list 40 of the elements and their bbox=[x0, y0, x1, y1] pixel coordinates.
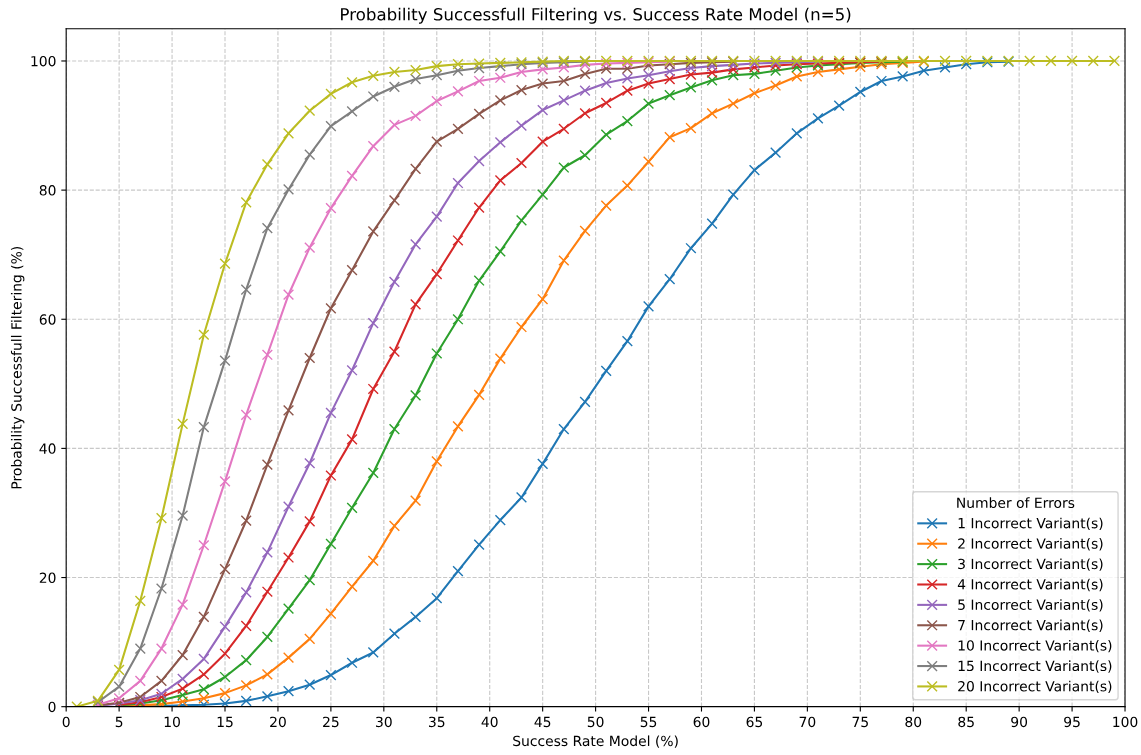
legend-label: 5 Incorrect Variant(s) bbox=[958, 599, 1103, 612]
y-axis-title: Probability Successfull Filtering (%) bbox=[10, 246, 25, 489]
x-tick-label: 40 bbox=[481, 716, 498, 728]
legend-label: 1 Incorrect Variant(s) bbox=[958, 517, 1103, 531]
legend-label: 20 Incorrect Variant(s) bbox=[958, 680, 1112, 694]
chart-title: Probability Successfull Filtering vs. Success Rate Model (n=5) bbox=[341, 7, 851, 24]
x-tick-label: 0 bbox=[62, 716, 70, 728]
y-tick-label: 100 bbox=[31, 55, 56, 67]
x-tick-label: 45 bbox=[534, 716, 551, 728]
x-tick-label: 50 bbox=[587, 716, 604, 728]
x-axis-title: Success Rate Model (%) bbox=[513, 735, 678, 748]
y-tick-label: 80 bbox=[39, 185, 56, 196]
y-tick-label: 20 bbox=[39, 572, 56, 584]
x-tick-label: 90 bbox=[1011, 716, 1028, 728]
x-tick-label: 20 bbox=[270, 716, 286, 728]
legend-label: 3 Incorrect Variant(s) bbox=[958, 558, 1103, 571]
x-tick-label: 95 bbox=[1064, 716, 1080, 728]
x-tick-label: 25 bbox=[323, 716, 339, 728]
x-tick-label: 100 bbox=[1113, 716, 1138, 728]
x-tick-label: 35 bbox=[429, 716, 445, 728]
legend-label: 15 Incorrect Variant(s) bbox=[958, 660, 1112, 673]
legend-label: 10 Incorrect Variant(s) bbox=[958, 639, 1112, 653]
legend-title: Number of Errors bbox=[957, 497, 1075, 509]
x-tick-label: 15 bbox=[217, 716, 233, 728]
legend-label: 4 Incorrect Variant(s) bbox=[957, 578, 1103, 592]
legend-label: 7 Incorrect Variant(s) bbox=[958, 619, 1103, 632]
y-tick-label: 60 bbox=[39, 314, 56, 325]
x-tick-label: 65 bbox=[746, 716, 763, 728]
x-tick-label: 60 bbox=[693, 716, 710, 728]
x-tick-label: 85 bbox=[958, 716, 974, 728]
x-tick-label: 5 bbox=[115, 716, 123, 728]
x-tick-label: 10 bbox=[164, 716, 180, 728]
legend-label: 2 Incorrect Variant(s) bbox=[958, 538, 1103, 551]
x-tick-label: 70 bbox=[799, 716, 816, 728]
x-tick-label: 75 bbox=[852, 716, 868, 728]
x-tick-label: 55 bbox=[640, 716, 657, 728]
y-tick-label: 0 bbox=[48, 701, 56, 713]
x-tick-label: 80 bbox=[905, 716, 922, 728]
y-tick-label: 40 bbox=[39, 443, 56, 454]
x-tick-label: 30 bbox=[376, 716, 392, 728]
